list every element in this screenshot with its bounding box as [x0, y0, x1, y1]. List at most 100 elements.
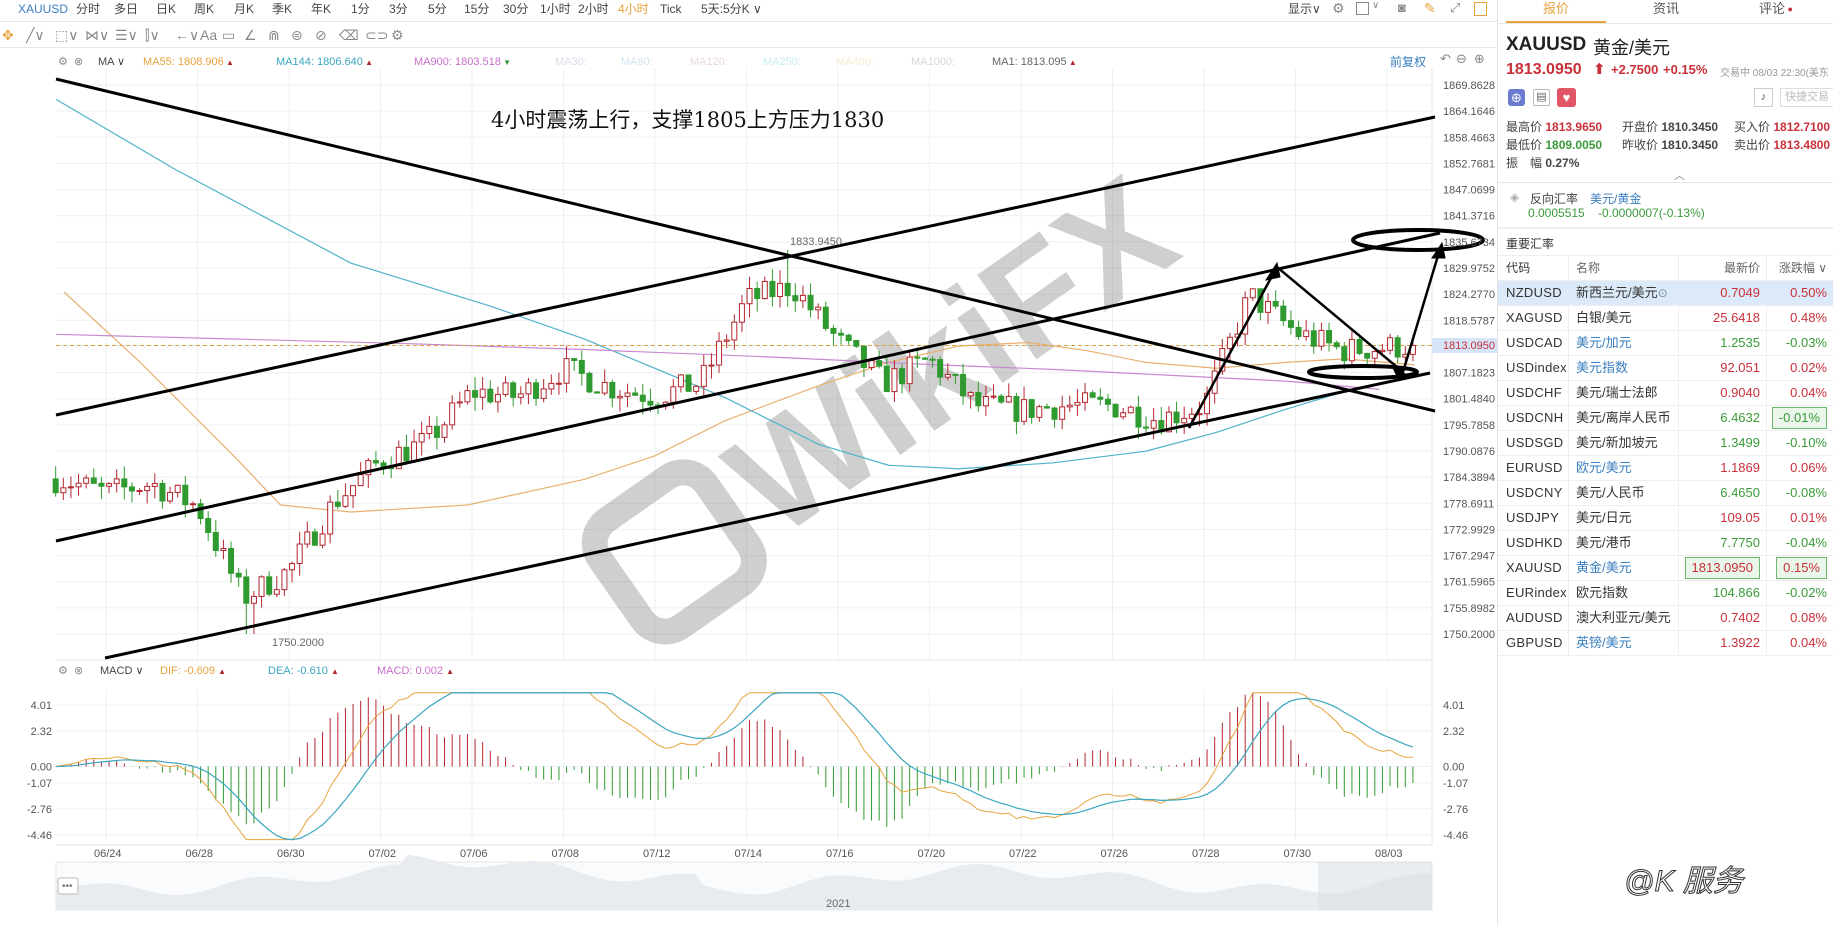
channel-middle-line[interactable]	[55, 231, 1441, 543]
rate-row[interactable]: USDCAD 美元/加元 1.2535 -0.03%	[1498, 331, 1833, 356]
camera-icon[interactable]: ◙	[1398, 0, 1406, 15]
rate-row[interactable]: USDSGD 美元/新加坡元 1.3499 -0.10%	[1498, 431, 1833, 456]
chevron-down-icon[interactable]: ∨	[1372, 0, 1380, 11]
ma-legend-item[interactable]: MA30:	[555, 55, 587, 69]
period-tab[interactable]: 1分	[351, 2, 370, 16]
gear-icon[interactable]: ⚙	[1332, 0, 1345, 16]
angle-icon[interactable]: ∠	[244, 27, 257, 43]
rate-row[interactable]: USDindex 美元指数 92.051 0.02%	[1498, 356, 1833, 381]
ma-legend-item[interactable]: MA60:	[621, 55, 653, 69]
globe-icon[interactable]: ⊕	[1508, 89, 1525, 106]
period-tab[interactable]: 月K	[234, 2, 255, 16]
period-tab[interactable]: 分时	[76, 2, 101, 16]
magnet-icon[interactable]: ⋒	[268, 27, 280, 43]
macd-indicator-select[interactable]: MACD ∨	[100, 665, 144, 677]
collapse-caret-icon[interactable]: ︿	[1674, 170, 1685, 182]
ma-legend-item[interactable]: MA144: 1806.640 ▲	[276, 55, 373, 70]
analysis-annotation[interactable]: 4小时震荡上行，支撑1805上方压力1830	[491, 108, 884, 132]
hide-icon[interactable]: ⊘	[315, 27, 327, 43]
period-tab[interactable]: 年K	[311, 2, 332, 16]
period-tab[interactable]: 周K	[194, 2, 215, 16]
display-menu[interactable]: 显示∨	[1288, 2, 1321, 16]
rate-row[interactable]: USDCNY 美元/人民币 6.4650 -0.08%	[1498, 481, 1833, 506]
measure-icon[interactable]: ⫿∨	[145, 27, 160, 43]
rate-row[interactable]: NZDUSD 新西兰元/美元⊙ 0.7049 0.50%	[1498, 281, 1833, 306]
rate-row[interactable]: USDHKD 美元/港币 7.7750 -0.04%	[1498, 531, 1833, 556]
fibonacci-icon[interactable]: ☰∨	[115, 27, 138, 43]
ma-legend-item[interactable]: MA1000:	[911, 55, 955, 69]
close-icon[interactable]: ⊗	[74, 665, 84, 677]
undo-icon[interactable]: ↶	[1440, 51, 1451, 66]
note-icon[interactable]: ▤	[1533, 89, 1550, 106]
bell-icon[interactable]: ♪	[1754, 88, 1773, 107]
rate-row[interactable]: XAGUSD 白银/美元 25.6418 0.48%	[1498, 306, 1833, 331]
channel-upper-line[interactable]	[55, 115, 1436, 417]
tab-comments[interactable]: 评论 ●	[1726, 0, 1826, 23]
rate-row[interactable]: USDCHF 美元/瑞士法郎 0.9040 0.04%	[1498, 381, 1833, 406]
price-adjust-toggle[interactable]: 前复权	[1390, 55, 1427, 69]
ma-legend-item[interactable]: MA1: 1813.095 ▲	[992, 55, 1077, 70]
navigator-selection[interactable]	[1318, 862, 1432, 910]
period-tab[interactable]: 2小时	[578, 2, 609, 16]
rectangle-icon[interactable]: ⬚∨	[55, 27, 79, 43]
row-name[interactable]: 英镑/美元	[1576, 631, 1680, 655]
settings-icon[interactable]: ⚙	[391, 27, 404, 43]
row-name[interactable]: 美元/加元	[1576, 331, 1680, 355]
symbol-selector[interactable]: XAUUSD	[18, 2, 69, 16]
period-tab[interactable]: 1小时	[540, 2, 571, 16]
rate-row[interactable]: GBPUSD 英镑/美元 1.3922 0.04%	[1498, 631, 1833, 656]
col-code[interactable]: 代码	[1506, 261, 1531, 275]
rate-row[interactable]: EURUSD 欧元/美元 1.1869 0.06%	[1498, 456, 1833, 481]
panel-toggle-icon[interactable]	[1474, 2, 1487, 16]
row-name[interactable]: 欧元/美元	[1576, 456, 1680, 480]
zoom-out-icon[interactable]: ⊖	[1456, 51, 1467, 66]
period-tab[interactable]: 15分	[464, 2, 490, 16]
close-icon[interactable]: ⊗	[74, 56, 84, 68]
fullscreen-icon[interactable]: ⤢	[1450, 0, 1461, 15]
move-icon[interactable]: ✥	[2, 27, 14, 43]
price-axis[interactable]: 1869.8628 1864.1646 1858.4663 1852.7681 1847…	[1443, 80, 1495, 641]
col-change[interactable]: 涨跌幅 ∨	[1778, 261, 1827, 275]
ma-legend-item[interactable]: MA900: 1803.518 ▼	[414, 55, 511, 70]
period-tab[interactable]: 30分	[503, 2, 529, 16]
trash-icon[interactable]: ⌫	[339, 27, 359, 43]
period-tab[interactable]: 4小时	[618, 2, 649, 16]
line-icon[interactable]: ╱∨	[26, 27, 45, 43]
lock-icon[interactable]: ⊜	[291, 27, 303, 43]
row-name[interactable]: 美元指数	[1576, 356, 1680, 380]
link-icon[interactable]: ⊂⊃	[365, 27, 389, 43]
settings-icon[interactable]: ⚙	[58, 56, 68, 68]
ma-legend-item[interactable]: MA250:	[763, 55, 801, 69]
col-price[interactable]: 最新价	[1723, 261, 1760, 275]
square-dropdown-icon[interactable]	[1356, 2, 1369, 15]
rate-row[interactable]: USDJPY 美元/日元 109.05 0.01%	[1498, 506, 1833, 531]
favorite-heart-icon[interactable]: ♥	[1557, 88, 1576, 107]
user-drawings[interactable]	[55, 77, 1485, 660]
period-tab[interactable]: Tick	[660, 2, 682, 16]
kline-chart[interactable]: WikiFX 4小时震荡上行，支撑1805上方压力1830 1833.9450 …	[0, 0, 1497, 925]
arrow-icon[interactable]: ←∨	[175, 27, 200, 43]
rate-row[interactable]: USDCNH 美元/离岸人民币 6.4632 -0.01%	[1498, 406, 1833, 431]
resistance-ellipse[interactable]	[1351, 228, 1485, 252]
rate-row[interactable]: EURindex 欧元指数 104.866 -0.02%	[1498, 581, 1833, 606]
period-tab[interactable]: 日K	[156, 2, 177, 16]
navigator-menu-button[interactable]	[57, 877, 79, 895]
row-name[interactable]: 黄金/美元	[1576, 556, 1680, 580]
col-name[interactable]: 名称	[1576, 261, 1601, 275]
pattern-icon[interactable]: ⋈∨	[85, 27, 110, 43]
ma-indicator-select[interactable]: MA ∨	[98, 56, 126, 68]
ma-legend-item[interactable]: MA120:	[690, 55, 728, 69]
rate-row[interactable]: AUDUSD 澳大利亚元/美元 0.7402 0.08%	[1498, 606, 1833, 631]
period-tab[interactable]: 5天:5分K ∨	[701, 2, 762, 16]
comment-icon[interactable]: ▭	[222, 27, 236, 43]
period-tab[interactable]: 5分	[428, 2, 447, 16]
tab-quote[interactable]: 报价	[1506, 0, 1606, 23]
settings-icon[interactable]: ⚙	[58, 665, 68, 677]
navigator[interactable]: ••• 2021	[55, 854, 1433, 911]
rate-row[interactable]: XAUUSD 黄金/美元 1813.0950 0.15%	[1498, 556, 1833, 581]
reverse-rate-pair[interactable]: 美元/黄金	[1590, 192, 1642, 206]
pencil-icon[interactable]: ✎	[1424, 0, 1436, 16]
channel-lower-line[interactable]	[104, 371, 1431, 660]
support-ellipse[interactable]	[1307, 364, 1419, 380]
tab-news[interactable]: 资讯	[1616, 0, 1716, 23]
